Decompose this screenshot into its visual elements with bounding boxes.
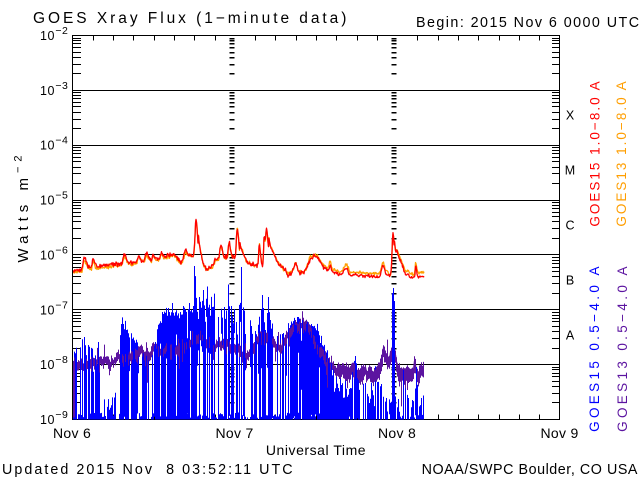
svg-text:Updated 2015 Nov 8 03:52:11 U: Updated 2015 Nov 8 03:52:11 UTC — [2, 462, 295, 478]
svg-text:Nov 8: Nov 8 — [378, 425, 416, 441]
svg-text:Watts m−2: Watts m−2 — [13, 151, 33, 263]
svg-text:GOES Xray Flux (1−minute data): GOES Xray Flux (1−minute data) — [33, 10, 349, 27]
svg-text:Universal Time: Universal Time — [266, 442, 366, 458]
svg-text:Nov 9: Nov 9 — [540, 425, 578, 441]
svg-text:10−4: 10−4 — [40, 135, 68, 153]
svg-text:10−5: 10−5 — [40, 190, 68, 208]
svg-text:C: C — [565, 219, 574, 233]
svg-text:10−3: 10−3 — [40, 80, 68, 98]
svg-text:Nov 6: Nov 6 — [53, 425, 91, 441]
svg-text:M: M — [565, 164, 575, 178]
svg-text:GOES15 1.0−8.0 A: GOES15 1.0−8.0 A — [588, 79, 603, 226]
svg-text:A: A — [566, 329, 575, 343]
svg-text:10−8: 10−8 — [40, 354, 68, 372]
svg-text:Nov 7: Nov 7 — [215, 425, 253, 441]
svg-text:Begin: 2015 Nov 6 0000 UTC: Begin: 2015 Nov 6 0000 UTC — [416, 15, 640, 31]
svg-text:B: B — [566, 274, 574, 288]
svg-text:NOAA/SWPC Boulder, CO USA: NOAA/SWPC Boulder, CO USA — [422, 462, 638, 478]
svg-text:10−7: 10−7 — [40, 299, 68, 317]
svg-text:GOES15 0.5−4.0 A: GOES15 0.5−4.0 A — [587, 263, 602, 432]
svg-text:10−2: 10−2 — [40, 25, 68, 43]
svg-text:X: X — [566, 109, 575, 123]
svg-text:GOES13 0.5−4.0 A: GOES13 0.5−4.0 A — [615, 263, 630, 432]
svg-text:10−6: 10−6 — [40, 244, 68, 262]
svg-text:GOES13 1.0−8.0 A: GOES13 1.0−8.0 A — [614, 79, 629, 226]
